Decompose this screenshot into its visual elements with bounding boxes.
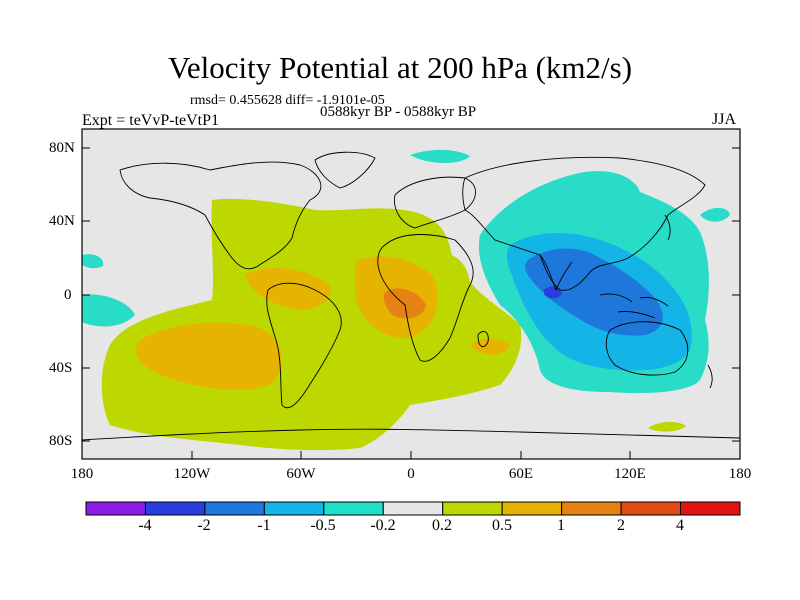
colorbar-box	[382, 501, 444, 516]
lon-label-180e: 180	[728, 466, 752, 482]
colorbar-box	[204, 501, 265, 516]
lat-label-0: 0	[64, 287, 72, 303]
colorbar-box	[620, 501, 682, 516]
lon-label-120w: 120W	[173, 466, 211, 482]
contour-neg-0.2-east	[700, 207, 730, 222]
colorbar-label: 1	[557, 517, 565, 534]
lat-label-40n: 40N	[49, 213, 75, 229]
colorbar-box	[85, 501, 146, 516]
map-ticks	[81, 147, 741, 459]
colorbar-label: 2	[617, 517, 625, 534]
contour-pos-0.5-central-america	[245, 267, 331, 310]
colorbar-label: -4	[138, 517, 152, 534]
colorbar-box	[144, 501, 206, 516]
colorbar-label: 0.2	[432, 517, 452, 534]
colorbar-box	[680, 501, 741, 516]
lon-label-120e: 120E	[614, 466, 646, 482]
contour-pos-0.2-small	[648, 421, 686, 432]
colorbar-box	[323, 501, 384, 516]
period-label: 0588kyr BP - 0588kyr BP	[320, 104, 477, 120]
colorbar-label: -0.2	[370, 517, 396, 534]
colorbar-label: -0.5	[310, 517, 336, 534]
lat-label-40s: 40S	[49, 360, 73, 376]
colorbar-box	[501, 501, 563, 516]
colorbar-label: 0.5	[492, 517, 512, 534]
season-label: JJA	[712, 111, 737, 128]
lon-label-60e: 60E	[508, 466, 534, 482]
contour-neg-0.2-west-edge	[82, 254, 104, 269]
map-field	[82, 129, 740, 459]
lat-label-80s: 80S	[49, 433, 73, 449]
lat-label-80n: 80N	[49, 140, 75, 156]
colorbar	[85, 501, 741, 516]
lon-label-180w: 180	[70, 466, 94, 482]
colorbar-label: 4	[676, 517, 684, 534]
lon-label-60w: 60W	[286, 466, 316, 482]
coastlines	[82, 151, 740, 441]
contour-neg-0.2-arctic	[410, 149, 470, 163]
stats-line: rmsd= 0.455628 diff= -1.9101e-05	[190, 93, 385, 108]
contour-pos-0.2	[101, 198, 522, 451]
contour-neg-1	[525, 248, 663, 336]
contour-neg-2	[544, 286, 562, 299]
lon-label-0: 0	[407, 466, 415, 482]
contour-neg-0.2-west-edge2	[82, 294, 135, 327]
colorbar-label: -2	[197, 517, 211, 534]
contour-pos-0.5-sw-pacific	[135, 322, 282, 390]
map-title: Velocity Potential at 200 hPa (km2/s)	[167, 50, 633, 85]
colorbar-box	[442, 501, 503, 516]
experiment-label: Expt = teVvP-teVtP1	[82, 112, 220, 129]
colorbar-label: -1	[257, 517, 271, 534]
colorbar-box	[561, 501, 622, 516]
contour-pos-0.5-madagascar	[470, 338, 510, 355]
colorbar-box	[263, 501, 325, 516]
